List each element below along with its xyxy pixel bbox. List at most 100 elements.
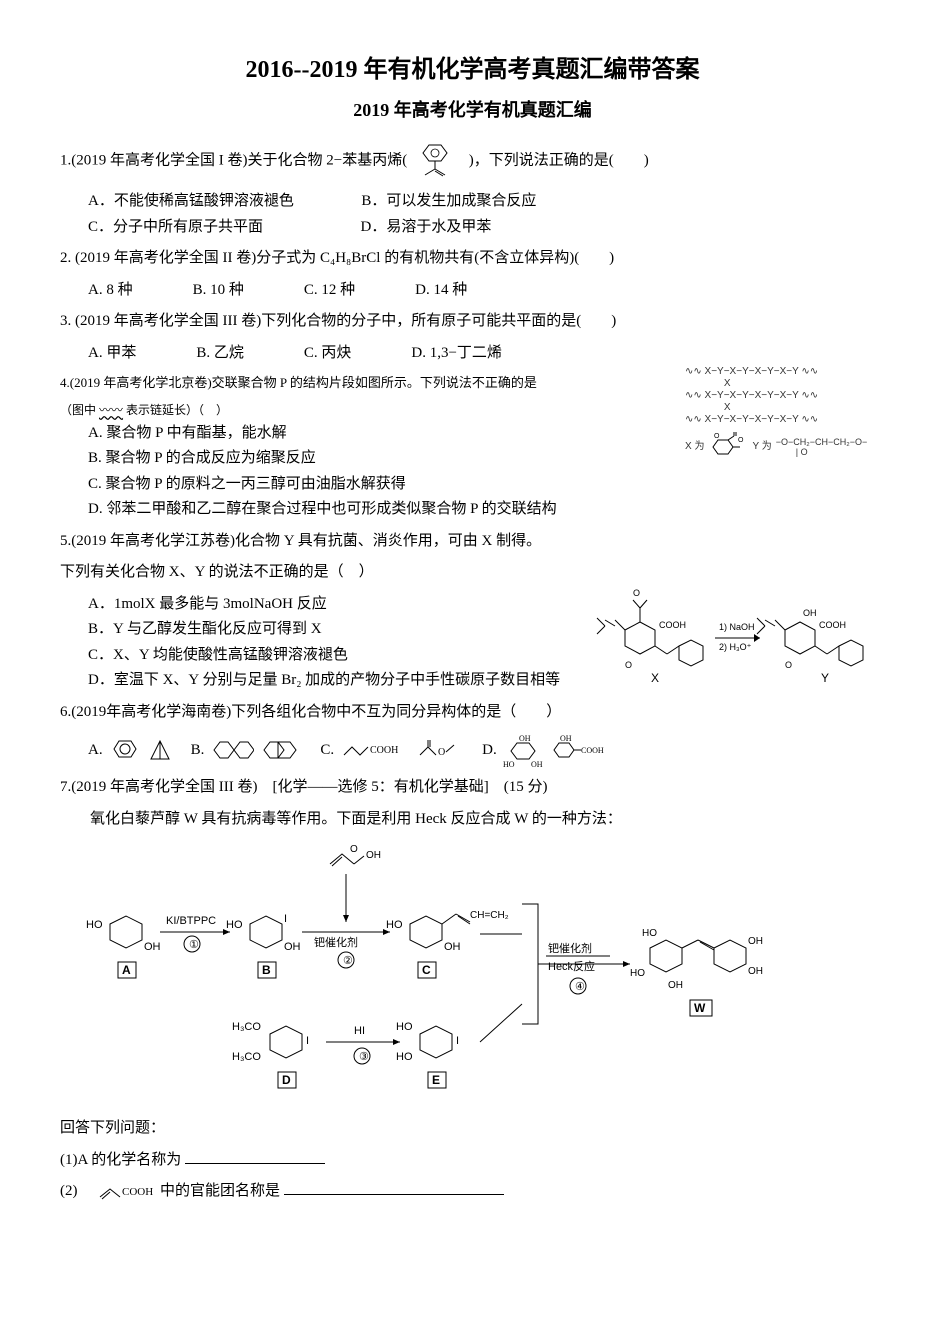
q1-opt-d: D．易溶于水及甲苯: [361, 219, 492, 235]
svg-text:I: I: [306, 1035, 309, 1047]
q6-options: A. B. C. COOH O D. OH HO OH OH COOH: [88, 733, 885, 767]
blank-2[interactable]: [284, 1179, 504, 1195]
q4-legend-y-text: −O−CH₂−CH−CH₂−O−: [776, 437, 868, 447]
svg-text:COOH: COOH: [581, 746, 604, 755]
q1-row1: A．不能使稀高锰酸钾溶液褪色 B．可以发生加成聚合反应: [88, 189, 885, 215]
q7-W: W: [694, 1001, 706, 1015]
svg-text:COOH: COOH: [370, 745, 398, 756]
question-5a: 5.(2019 年高考化学江苏卷)化合物 Y 具有抗菌、消炎作用，可由 X 制得…: [60, 529, 885, 555]
svg-text:HO: HO: [630, 968, 645, 979]
svg-text:O: O: [785, 660, 792, 670]
question-1: 1.(2019 年高考化学全国 I 卷)关于化合物 2−苯基丙烯( )，下列说法…: [60, 139, 885, 183]
q4-fig-r4: ∿∿ X−Y−X−Y−X−Y−X−Y ∿∿: [685, 414, 885, 426]
q1-row2: C．分子中所有原子共平面 D．易溶于水及甲苯: [88, 215, 885, 241]
q6-a-svg2: [145, 735, 175, 765]
question-7b: 氧化白藜芦醇 W 具有抗病毒等作用。下面是利用 Heck 反应合成 W 的一种方…: [60, 807, 885, 833]
q4-legend-y-sub: | O: [776, 447, 808, 457]
q4-note-b: 表示链延长）（ ）: [126, 403, 228, 417]
q1-stem-b: )，下列说法正确的是( ): [469, 153, 649, 169]
q6-b-svg2: [260, 737, 304, 763]
svg-text:OH: OH: [144, 941, 161, 953]
q6-opt-b: B.: [191, 738, 205, 764]
q4-fig-r3: X: [685, 402, 885, 414]
svg-text:HO: HO: [396, 1051, 413, 1063]
q7-cooh-frag: COOH: [96, 1181, 156, 1203]
svg-text:COOH: COOH: [122, 1186, 153, 1198]
svg-text:HO: HO: [386, 919, 403, 931]
q7-sub1-text: (1)A 的化学名称为: [60, 1152, 181, 1168]
q7-step4b: Heck反应: [548, 959, 595, 973]
q7-step2n: ②: [343, 955, 353, 967]
q1-opt-b: B．可以发生加成聚合反应: [361, 193, 536, 209]
q6-c-svg1: COOH: [340, 737, 410, 763]
svg-text:HO: HO: [86, 919, 103, 931]
svg-text:OH: OH: [531, 760, 543, 767]
q6-c-svg2: O: [416, 737, 466, 763]
svg-text:OH: OH: [668, 980, 683, 991]
blank-1[interactable]: [185, 1148, 325, 1164]
svg-text:HO: HO: [226, 919, 243, 931]
svg-text:H₃CO: H₃CO: [232, 1021, 261, 1033]
svg-text:OH: OH: [560, 734, 572, 743]
q7-step4n: ④: [575, 981, 585, 993]
q3-opt-d: D. 1,3−丁二烯: [411, 341, 502, 367]
q7-step1: KI/BTPPC: [166, 915, 216, 927]
q6-d-svg1: OH HO OH: [503, 733, 545, 767]
q7-sub2-b: 中的官能团名称是: [160, 1183, 280, 1199]
q2-opt-b: B. 10 种: [193, 278, 244, 304]
q5-arrow2: 2) H₃O⁺: [719, 642, 752, 652]
question-3: 3. (2019 年高考化学全国 III 卷)下列化合物的分子中，所有原子可能共…: [60, 309, 885, 335]
q7-sub1: (1)A 的化学名称为: [60, 1148, 885, 1174]
q7-followup: 回答下列问题：: [60, 1116, 885, 1142]
q6-opt-a: A.: [88, 738, 103, 764]
svg-text:OH: OH: [748, 936, 763, 947]
q3-options: A. 甲苯 B. 乙烷 C. 丙炔 D. 1,3−丁二烯: [88, 341, 885, 367]
q6-opt-d: D.: [482, 738, 497, 764]
question-2: 2. (2019 年高考化学全国 II 卷)分子式为 C₄H₈BrCl 的有机物…: [60, 246, 885, 272]
q6-opt-c: C.: [320, 738, 334, 764]
q1-opt-c: C．分子中所有原子共平面: [88, 219, 263, 235]
svg-text:H₃CO: H₃CO: [232, 1051, 261, 1063]
q1-stem-a: 1.(2019 年高考化学全国 I 卷)关于化合物 2−苯基丙烯(: [60, 153, 407, 169]
svg-text:CH=CH₂: CH=CH₂: [470, 910, 509, 921]
svg-text:OH: OH: [748, 966, 763, 977]
svg-text:I: I: [284, 913, 287, 925]
q7-step2: 钯催化剂: [314, 935, 358, 949]
q5-arrow1: 1) NaOH: [719, 622, 755, 632]
q7-A: A: [122, 963, 131, 977]
svg-text:OH: OH: [803, 608, 817, 618]
q6-b-svg1: [210, 737, 254, 763]
question-7a: 7.(2019 年高考化学全国 III 卷) [化学——选修 5：有机化学基础]…: [60, 775, 885, 801]
q7-scheme: OH O HO OH A KI/BTPPC ① HO OH I B 钯催化剂 ②…: [70, 844, 885, 1104]
q7-E: E: [432, 1073, 440, 1087]
svg-text:OH: OH: [444, 941, 461, 953]
svg-text:O: O: [625, 660, 632, 670]
q5-y-label: Y: [821, 671, 829, 685]
svg-text:OH: OH: [519, 734, 531, 743]
q7-step3n: ③: [359, 1051, 369, 1063]
svg-text:HO: HO: [642, 928, 657, 939]
q4-opt-c: C. 聚合物 P 的原料之一丙三醇可由油脂水解获得: [88, 472, 885, 498]
q7-step4a: 钯催化剂: [548, 941, 592, 955]
q5-x-label: X: [651, 671, 659, 685]
svg-text:HO: HO: [503, 760, 515, 767]
title-sub: 2019 年高考化学有机真题汇编: [60, 95, 885, 126]
q4-note-a: （图中: [60, 403, 96, 417]
svg-text:COOH: COOH: [819, 620, 846, 630]
q6-d-svg2: OH COOH: [551, 733, 611, 767]
question-4: 4.(2019 年高考化学北京卷)交联聚合物 P 的结构片段如图所示。下列说法不…: [60, 372, 885, 394]
q7-step3: HI: [354, 1025, 365, 1037]
q4-legend-x-svg: OO: [708, 432, 748, 462]
q2-opt-d: D. 14 种: [415, 278, 467, 304]
q2-options: A. 8 种 B. 10 种 C. 12 种 D. 14 种: [88, 278, 885, 304]
svg-text:O: O: [438, 747, 445, 758]
svg-text:OH: OH: [284, 941, 301, 953]
q7-step1n: ①: [189, 939, 199, 951]
q7-D: D: [282, 1073, 291, 1087]
question-5b: 下列有关化合物 X、Y 的说法不正确的是（ ）: [60, 560, 885, 586]
title-main: 2016--2019 年有机化学高考真题汇编带答案: [60, 50, 885, 91]
wavy-icon: 〰〰: [99, 400, 123, 420]
q2-opt-c: C. 12 种: [304, 278, 355, 304]
svg-text:OH: OH: [366, 850, 381, 861]
q7-sub2: (2) COOH 中的官能团名称是: [60, 1179, 885, 1205]
